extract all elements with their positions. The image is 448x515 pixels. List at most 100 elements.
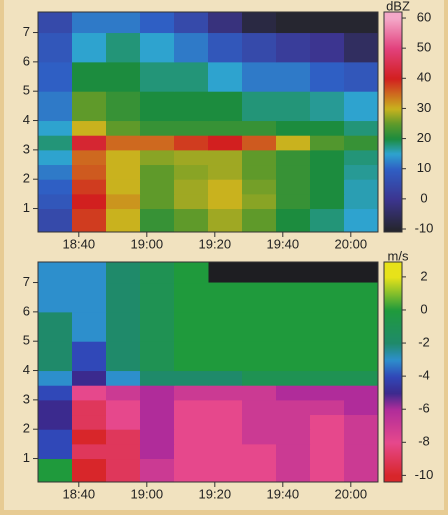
colorbar-segment [384, 402, 402, 405]
colorbar-segment [384, 150, 402, 153]
heatmap-cell [140, 341, 175, 372]
heatmap-cell [106, 164, 141, 180]
colorbar-segment [384, 388, 402, 391]
heatmap-cell [106, 12, 141, 34]
colorbar-segment [384, 76, 402, 79]
colorbar-segment [384, 228, 402, 231]
heatmap-cell [208, 164, 243, 180]
heatmap-cell [174, 149, 209, 166]
colorbar-segment [384, 90, 402, 93]
heatmap-cell [38, 12, 73, 34]
colorbar-tick-label: -8 [418, 434, 430, 449]
colorbar-tick-label: -2 [418, 334, 430, 349]
colorbar-tick-label: 20 [417, 130, 431, 145]
colorbar-segment [384, 156, 402, 159]
colorbar-segment [384, 136, 402, 139]
heatmap-cell [344, 399, 379, 416]
heatmap-cell [140, 120, 175, 136]
x-tick-label: 18:40 [63, 486, 96, 501]
colorbar-segment [384, 148, 402, 151]
colorbar-segment [384, 400, 402, 403]
heatmap-cell [140, 208, 175, 233]
heatmap-cell [140, 414, 175, 430]
heatmap-cell [106, 149, 141, 166]
colorbar-segment [384, 224, 402, 227]
colorbar-frame [383, 261, 403, 483]
colorbar-segment [384, 18, 402, 21]
colorbar-segment [384, 56, 402, 59]
colorbar-segment [384, 472, 402, 475]
colorbar-label: dBZ [386, 0, 410, 13]
colorbar-segment [384, 450, 402, 453]
colorbar-segment [384, 132, 402, 135]
colorbar-segment [384, 124, 402, 127]
colorbar-segment [384, 290, 402, 293]
heatmap-cell [344, 193, 379, 210]
y-tick-label: 2 [23, 171, 30, 186]
colorbar-segment [384, 438, 402, 441]
heatmap-cell [72, 91, 107, 122]
colorbar-segment [384, 322, 402, 325]
heatmap-cell [310, 120, 345, 136]
heatmap-cell [276, 61, 311, 92]
heatmap-cell [106, 399, 141, 416]
colorbar-segment [384, 440, 402, 443]
colorbar-segment [384, 350, 402, 353]
heatmap-cell [310, 12, 345, 34]
heatmap-cell [276, 164, 311, 180]
heatmap-cell [344, 429, 379, 445]
heatmap-cell [310, 193, 345, 210]
heatmap-cell [174, 458, 209, 483]
y-tick-label: 4 [23, 362, 30, 377]
colorbar-segment [384, 426, 402, 429]
colorbar-segment [384, 414, 402, 417]
heatmap-cell [242, 164, 277, 180]
y-tick-label: 5 [23, 83, 30, 98]
colorbar-segment [384, 24, 402, 27]
colorbar-segment [384, 168, 402, 171]
colorbar-segment [384, 22, 402, 25]
heatmap-cell [140, 61, 175, 92]
heatmap-cell [72, 135, 107, 151]
colorbar-tick-label: 2 [420, 268, 427, 283]
heatmap-cell [38, 120, 73, 136]
heatmap-cell [174, 120, 209, 136]
heatmap-cell [38, 193, 73, 210]
heatmap-cell [276, 385, 311, 401]
heatmap-cell [208, 32, 243, 63]
heatmap-cell [208, 282, 243, 313]
colorbar-segment [384, 142, 402, 145]
colorbar-segment [384, 456, 402, 459]
heatmap-cell [174, 12, 209, 34]
heatmap-cell [344, 341, 379, 372]
colorbar-segment [384, 192, 402, 195]
heatmap-cell [72, 32, 107, 63]
heatmap-cell [174, 282, 209, 313]
colorbar-segment [384, 198, 402, 201]
colorbar-segment [384, 196, 402, 199]
y-tick-label: 3 [23, 141, 30, 156]
colorbar-segment [384, 480, 402, 483]
colorbar-segment [384, 422, 402, 425]
heatmap-cell [106, 120, 141, 136]
heatmap-cell [276, 193, 311, 210]
colorbar-segment [384, 268, 402, 271]
colorbar-segment [384, 182, 402, 185]
colorbar-segment [384, 380, 402, 383]
heatmap-cell [208, 91, 243, 122]
heatmap-cell [38, 385, 73, 401]
colorbar-segment [384, 446, 402, 449]
colorbar-segment [384, 478, 402, 481]
heatmap-cell [38, 341, 73, 372]
x-tick-label: 18:40 [63, 236, 96, 251]
heatmap-cell [276, 32, 311, 63]
heatmap-cell [276, 370, 311, 386]
heatmap-cell [208, 61, 243, 92]
colorbar-segment [384, 428, 402, 431]
heatmap-cell [276, 282, 311, 313]
heatmap-cell [208, 149, 243, 166]
colorbar-segment [384, 220, 402, 223]
heatmap-cell [242, 385, 277, 401]
heatmap-cell [38, 32, 73, 63]
heatmap-cell [140, 399, 175, 416]
